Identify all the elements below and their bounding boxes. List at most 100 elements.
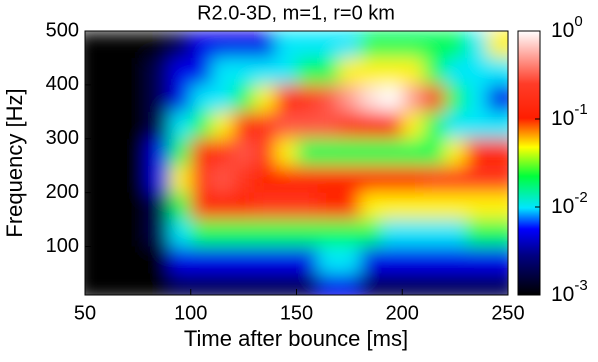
heatmap-cell xyxy=(402,192,424,221)
heatmap-cell xyxy=(338,273,361,295)
y-tick-label: 400 xyxy=(46,73,79,95)
heatmap-cell xyxy=(148,165,171,194)
heatmap-cell xyxy=(233,219,255,248)
heatmap-cell xyxy=(317,84,340,113)
heatmap-cell xyxy=(317,57,340,86)
heatmap-cell xyxy=(127,138,149,167)
heatmap-cell xyxy=(85,165,107,194)
heatmap-cell xyxy=(211,192,234,221)
heatmap-cell xyxy=(359,84,382,113)
heatmap-cell xyxy=(211,273,234,295)
heatmap-cell xyxy=(359,31,382,59)
heatmap-cell xyxy=(338,165,361,194)
heatmap-cell xyxy=(486,246,508,274)
heatmap-cell xyxy=(465,57,488,86)
heatmap-cell xyxy=(296,111,319,140)
heatmap-cell xyxy=(148,138,171,167)
heatmap-cell xyxy=(169,57,192,86)
heatmap-cell xyxy=(254,111,276,140)
heatmap-cell xyxy=(254,31,276,59)
heatmap-cell xyxy=(85,219,107,248)
heatmap-cell xyxy=(148,192,171,221)
heatmap-cell xyxy=(338,31,361,59)
heatmap-cell xyxy=(211,165,234,194)
heatmap-cell xyxy=(233,57,255,86)
heatmap-cell xyxy=(381,192,403,221)
heatmap-cell xyxy=(106,57,128,86)
heatmap-cell xyxy=(381,246,403,274)
heatmap-cell xyxy=(85,273,107,295)
heatmap-cell xyxy=(465,273,488,295)
heatmap-cell xyxy=(275,246,297,274)
heatmap-cell xyxy=(233,31,255,59)
heatmap-cell xyxy=(423,246,446,274)
heatmap-cell xyxy=(148,246,171,274)
heatmap-cell xyxy=(423,57,446,86)
heatmap-cell xyxy=(254,273,276,295)
colorbar-tick-label: 10-3 xyxy=(551,277,588,306)
colorbar-tick-exponent: -1 xyxy=(574,101,587,118)
heatmap-cell xyxy=(148,84,171,113)
colorbar-tick-exponent: -3 xyxy=(574,277,587,294)
heatmap-cell xyxy=(465,192,488,221)
x-tick-label: 150 xyxy=(280,302,313,324)
heatmap-cell xyxy=(359,273,382,295)
heatmap-cell xyxy=(338,192,361,221)
y-tick-label: 200 xyxy=(46,181,79,203)
heatmap-cell xyxy=(423,111,446,140)
heatmap-cell xyxy=(275,165,297,194)
heatmap-cell xyxy=(338,57,361,86)
heatmap-cell xyxy=(381,84,403,113)
heatmap-cell xyxy=(169,31,192,59)
heatmap-cell xyxy=(169,273,192,295)
heatmap-cell xyxy=(402,138,424,167)
heatmap-cell xyxy=(233,111,255,140)
heatmap-cell xyxy=(85,31,107,59)
heatmap-cell xyxy=(402,273,424,295)
heatmap-cell xyxy=(127,246,149,274)
heatmap-cell xyxy=(465,31,488,59)
heatmap-cell xyxy=(254,246,276,274)
heatmap-cell xyxy=(486,165,508,194)
heatmap-cell xyxy=(444,246,467,274)
heatmap-cell xyxy=(317,138,340,167)
heatmap-cell xyxy=(359,219,382,248)
heatmap-cell xyxy=(106,273,128,295)
heatmap-cell xyxy=(211,219,234,248)
heatmap-cell xyxy=(465,84,488,113)
heatmap-cell xyxy=(486,84,508,113)
heatmap-cell xyxy=(169,138,192,167)
heatmap-cell xyxy=(190,192,213,221)
heatmap-cell xyxy=(169,111,192,140)
heatmap-cell xyxy=(359,111,382,140)
heatmap-cell xyxy=(402,219,424,248)
heatmap-cell xyxy=(444,84,467,113)
colorbar-tick-exponent: -2 xyxy=(574,189,587,206)
heatmap-cell xyxy=(275,57,297,86)
heatmap-cell xyxy=(465,219,488,248)
heatmap-cell xyxy=(338,138,361,167)
heatmap-cell xyxy=(444,192,467,221)
heatmap-cell xyxy=(148,57,171,86)
heatmap-cell xyxy=(275,84,297,113)
heatmap-cell xyxy=(486,219,508,248)
heatmap-cell xyxy=(148,273,171,295)
x-tick-label: 250 xyxy=(491,302,524,324)
heatmap-cell xyxy=(106,111,128,140)
heatmap-cell xyxy=(233,246,255,274)
colorbar xyxy=(517,30,541,296)
x-tick-label: 100 xyxy=(174,302,207,324)
heatmap-cell xyxy=(148,219,171,248)
heatmap-cell xyxy=(402,57,424,86)
heatmap-cell xyxy=(338,246,361,274)
heatmap-cell xyxy=(296,138,319,167)
heatmap-cell xyxy=(423,165,446,194)
heatmap-cell xyxy=(85,84,107,113)
heatmap-cell xyxy=(233,138,255,167)
heatmap-cell xyxy=(190,138,213,167)
heatmap-cell xyxy=(211,138,234,167)
heatmap-cell xyxy=(296,246,319,274)
heatmap-cell xyxy=(233,273,255,295)
heatmap-cell xyxy=(127,165,149,194)
heatmap-cell xyxy=(296,57,319,86)
